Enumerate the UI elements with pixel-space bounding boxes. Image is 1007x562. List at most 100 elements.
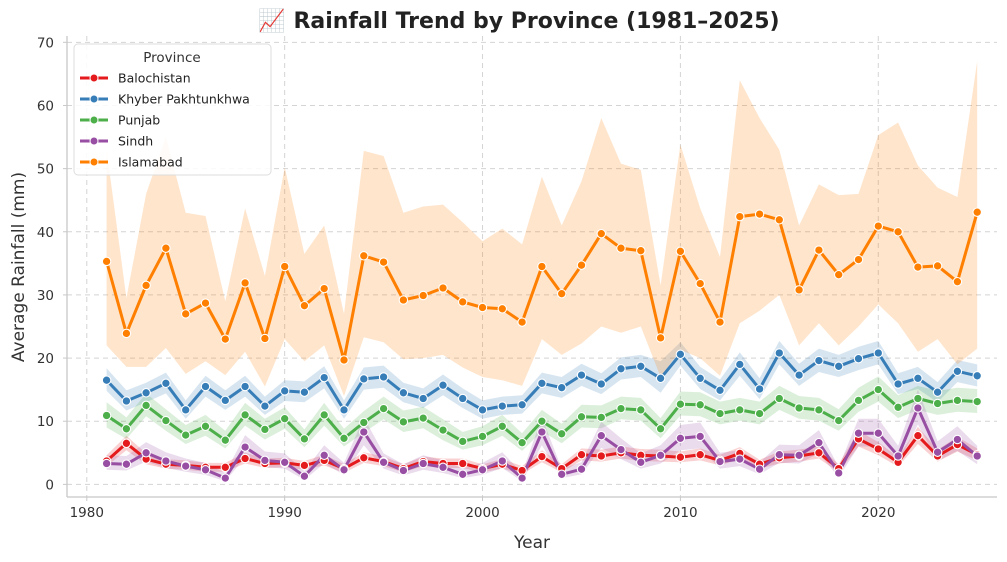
data-point-punjab bbox=[774, 393, 785, 404]
data-point-islamabad bbox=[754, 209, 765, 219]
data-point-sindh bbox=[457, 469, 468, 480]
data-point-sindh bbox=[141, 448, 151, 458]
data-point-punjab bbox=[260, 424, 270, 435]
data-point-khyber-pakhtunkhwa bbox=[952, 366, 963, 377]
data-point-islamabad bbox=[794, 285, 804, 295]
data-point-islamabad bbox=[774, 215, 785, 225]
data-point-khyber-pakhtunkhwa bbox=[398, 388, 409, 398]
x-ticks: 1980 1990 2000 2010 2020 bbox=[70, 497, 895, 521]
data-point-sindh bbox=[794, 450, 804, 461]
legend-label-sindh: Sindh bbox=[118, 134, 153, 149]
x-axis-label: Year bbox=[513, 533, 550, 553]
data-point-sindh bbox=[735, 454, 745, 464]
data-point-islamabad bbox=[497, 304, 508, 314]
data-point-khyber-pakhtunkhwa bbox=[556, 382, 567, 393]
data-point-sindh bbox=[556, 469, 567, 480]
y-tick-label: 0 bbox=[45, 477, 54, 493]
data-point-sindh bbox=[101, 458, 112, 469]
data-point-khyber-pakhtunkhwa bbox=[576, 370, 587, 380]
data-point-balochistan bbox=[596, 451, 607, 461]
data-point-punjab bbox=[240, 410, 250, 420]
data-point-punjab bbox=[398, 417, 409, 427]
data-point-khyber-pakhtunkhwa bbox=[695, 373, 705, 384]
legend-marker-punjab bbox=[89, 115, 99, 125]
ci-band-punjab bbox=[106, 376, 978, 451]
data-point-khyber-pakhtunkhwa bbox=[833, 361, 844, 372]
data-point-khyber-pakhtunkhwa bbox=[477, 405, 488, 415]
data-point-punjab bbox=[438, 425, 448, 435]
data-point-sindh bbox=[398, 465, 409, 476]
x-tick-label: 2000 bbox=[465, 505, 499, 521]
data-point-punjab bbox=[101, 410, 112, 421]
data-point-islamabad bbox=[913, 262, 923, 272]
data-point-khyber-pakhtunkhwa bbox=[121, 396, 132, 406]
legend-box bbox=[73, 43, 272, 176]
data-point-punjab bbox=[695, 400, 705, 410]
data-point-islamabad bbox=[655, 333, 666, 343]
data-point-islamabad bbox=[715, 317, 725, 327]
data-point-khyber-pakhtunkhwa bbox=[339, 405, 349, 415]
data-point-khyber-pakhtunkhwa bbox=[418, 393, 428, 404]
data-point-khyber-pakhtunkhwa bbox=[774, 348, 785, 358]
data-point-punjab bbox=[675, 399, 686, 409]
data-point-balochistan bbox=[240, 453, 250, 464]
data-point-punjab bbox=[853, 395, 864, 406]
data-point-punjab bbox=[636, 405, 646, 415]
data-point-sindh bbox=[754, 464, 765, 474]
data-point-islamabad bbox=[319, 283, 329, 294]
data-point-sindh bbox=[893, 451, 903, 461]
data-point-punjab bbox=[121, 424, 132, 434]
data-point-sindh bbox=[853, 428, 864, 438]
data-point-punjab bbox=[952, 395, 963, 406]
x-tick-label: 1980 bbox=[70, 505, 104, 521]
data-point-sindh bbox=[695, 431, 705, 442]
data-point-punjab bbox=[359, 417, 369, 428]
data-point-islamabad bbox=[398, 295, 409, 305]
data-point-sindh bbox=[833, 468, 844, 478]
data-point-khyber-pakhtunkhwa bbox=[972, 371, 982, 381]
data-point-khyber-pakhtunkhwa bbox=[754, 384, 765, 394]
data-point-khyber-pakhtunkhwa bbox=[517, 400, 527, 410]
data-point-khyber-pakhtunkhwa bbox=[279, 386, 290, 396]
data-point-islamabad bbox=[438, 283, 448, 293]
legend-marker-khyber-pakhtunkhwa bbox=[89, 94, 99, 104]
data-point-islamabad bbox=[121, 328, 132, 339]
data-point-sindh bbox=[200, 465, 211, 475]
data-point-punjab bbox=[893, 402, 903, 413]
data-point-sindh bbox=[121, 459, 132, 469]
data-point-islamabad bbox=[636, 245, 646, 256]
data-point-khyber-pakhtunkhwa bbox=[457, 393, 468, 404]
data-point-sindh bbox=[220, 473, 231, 483]
data-point-khyber-pakhtunkhwa bbox=[853, 353, 864, 364]
data-point-sindh bbox=[299, 471, 310, 481]
data-point-sindh bbox=[616, 444, 626, 455]
data-point-khyber-pakhtunkhwa bbox=[220, 395, 231, 406]
data-point-balochistan bbox=[576, 449, 587, 460]
legend-items: Balochistan Khyber Pakhtunkhwa Punjab Sindh… bbox=[80, 71, 250, 170]
data-point-khyber-pakhtunkhwa bbox=[299, 387, 310, 397]
chart-title: 📈 Rainfall Trend by Province (1981–2025) bbox=[258, 8, 779, 34]
data-point-islamabad bbox=[418, 290, 428, 301]
data-point-punjab bbox=[339, 433, 349, 444]
data-point-sindh bbox=[675, 433, 686, 444]
data-point-islamabad bbox=[814, 245, 824, 255]
legend-label-punjab: Punjab bbox=[118, 113, 160, 128]
data-point-islamabad bbox=[477, 302, 488, 313]
data-point-khyber-pakhtunkhwa bbox=[873, 348, 884, 358]
legend-marker-sindh bbox=[89, 136, 99, 146]
y-tick-label: 50 bbox=[37, 162, 54, 178]
data-point-islamabad bbox=[101, 256, 112, 267]
data-point-islamabad bbox=[932, 261, 943, 271]
data-point-sindh bbox=[477, 465, 488, 475]
data-point-sindh bbox=[517, 473, 527, 483]
data-point-punjab bbox=[972, 396, 982, 407]
data-point-punjab bbox=[200, 421, 211, 432]
data-point-khyber-pakhtunkhwa bbox=[735, 359, 745, 370]
data-point-balochistan bbox=[299, 460, 310, 471]
data-point-islamabad bbox=[339, 355, 349, 365]
y-tick-label: 10 bbox=[37, 414, 54, 430]
data-point-khyber-pakhtunkhwa bbox=[675, 349, 686, 360]
data-point-punjab bbox=[655, 424, 666, 434]
data-point-sindh bbox=[339, 465, 349, 475]
